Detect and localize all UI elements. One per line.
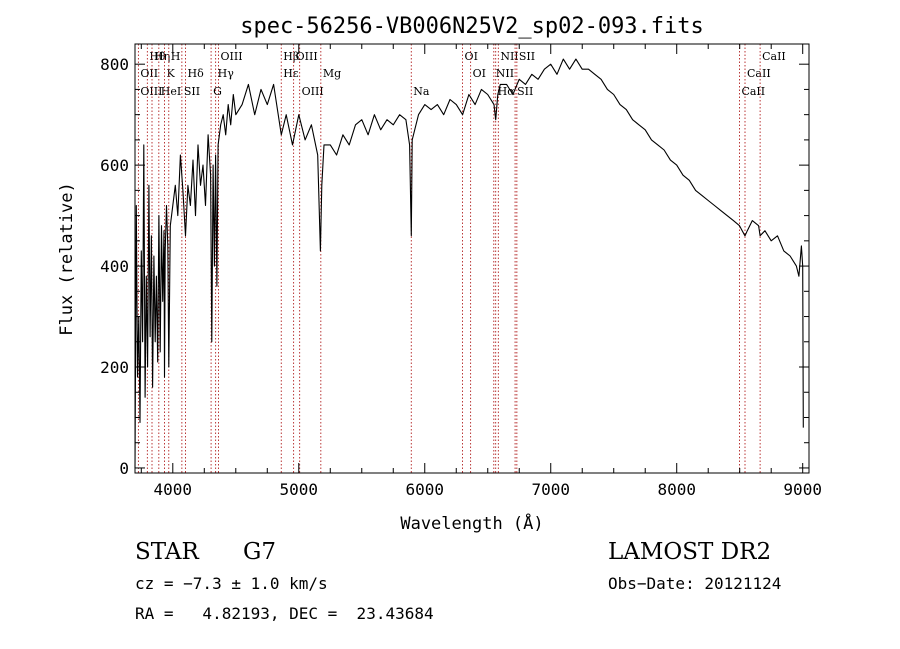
marker-label: HeI xyxy=(161,85,181,98)
marker-label: K xyxy=(166,67,175,80)
x-tick-label: 7000 xyxy=(531,480,570,499)
y-tick-label: 800 xyxy=(100,55,129,74)
marker-label: Hε xyxy=(283,67,299,80)
marker-label: OIII xyxy=(296,50,318,63)
y-tick-label: 600 xyxy=(100,156,129,175)
marker-label: OI xyxy=(473,67,486,80)
marker-label: Hγ xyxy=(218,67,235,80)
marker-label: Hβ xyxy=(283,50,299,63)
marker-label: Hθ xyxy=(149,50,166,63)
survey-release: LAMOST DR2 xyxy=(608,539,772,565)
chart-title: spec-56256-VB006N25V2_sp02-093.fits xyxy=(240,14,704,39)
y-tick-label: 400 xyxy=(100,257,129,276)
marker-label: NII xyxy=(496,67,514,80)
marker-label: Mg xyxy=(323,67,341,80)
y-tick-label: 0 xyxy=(119,459,129,478)
coordinates: RA = 4.82193, DEC = 23.43684 xyxy=(135,604,434,623)
marker-label: OII xyxy=(140,67,158,80)
y-axis-label: Flux (relative) xyxy=(57,182,77,336)
object-type: STAR xyxy=(135,539,199,565)
marker-label: OIII xyxy=(302,85,324,98)
marker-label: OI xyxy=(465,50,478,63)
marker-label: Hη xyxy=(154,50,170,63)
marker-label: SII xyxy=(517,85,533,98)
marker-label: G xyxy=(213,85,222,98)
marker-label: CaII xyxy=(747,67,771,80)
x-tick-label: 5000 xyxy=(280,480,319,499)
observation-date: Obs−Date: 20121124 xyxy=(608,574,782,593)
x-tick-label: 9000 xyxy=(783,480,822,499)
y-axis: 0 200 400 600 800 xyxy=(100,55,809,478)
redshift-velocity: cz = −7.3 ± 1.0 km/s xyxy=(135,574,328,593)
marker-label: Hδ xyxy=(188,67,205,80)
marker-label: H xyxy=(171,50,181,63)
x-tick-label: 4000 xyxy=(154,480,193,499)
spectral-subclass: G7 xyxy=(243,539,277,565)
marker-label: SII xyxy=(184,85,200,98)
marker-label: SII xyxy=(519,50,535,63)
plot-frame xyxy=(134,43,810,474)
marker-label: NII xyxy=(500,50,518,63)
y-tick-label: 200 xyxy=(100,358,129,377)
x-tick-label: 8000 xyxy=(657,480,696,499)
x-axis: 4000 5000 6000 7000 8000 9000 xyxy=(140,44,822,499)
marker-label: Hα xyxy=(498,85,516,98)
marker-label: OIII xyxy=(140,85,162,98)
marker-label: CaII xyxy=(762,50,786,63)
marker-label: OIII xyxy=(221,50,243,63)
x-tick-label: 6000 xyxy=(405,480,444,499)
marker-label: Na xyxy=(413,85,430,98)
marker-label: CaII xyxy=(741,85,765,98)
x-axis-label: Wavelength (Å) xyxy=(400,512,543,534)
spectrum-line xyxy=(134,58,804,469)
